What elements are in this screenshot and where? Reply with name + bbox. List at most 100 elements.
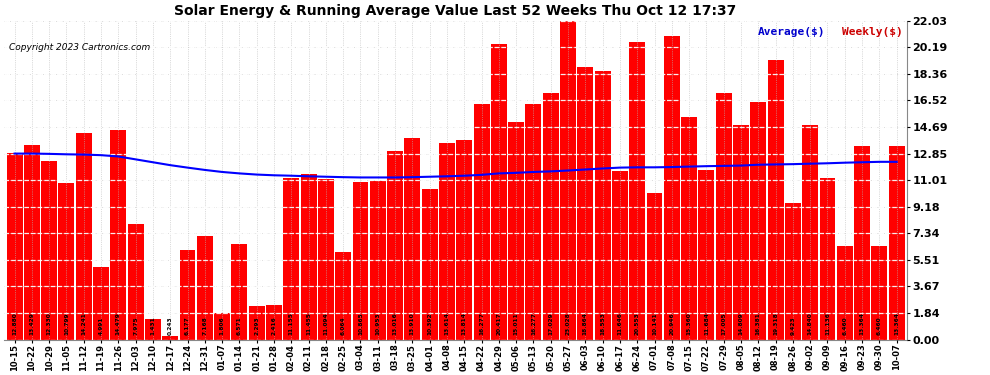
Bar [145, 319, 160, 339]
Bar [750, 102, 766, 339]
Bar [681, 117, 697, 339]
Bar [473, 104, 489, 339]
Bar [387, 151, 403, 339]
Bar [889, 146, 905, 339]
Text: 12.880: 12.880 [12, 312, 17, 335]
Text: 6.571: 6.571 [237, 316, 242, 335]
Text: 13.429: 13.429 [30, 312, 35, 335]
Bar [422, 189, 438, 339]
Bar [162, 336, 178, 339]
Bar [283, 178, 299, 339]
Text: 17.029: 17.029 [548, 313, 553, 335]
Text: 6.064: 6.064 [341, 316, 346, 335]
Text: 15.360: 15.360 [687, 312, 692, 335]
Bar [318, 179, 334, 339]
Text: 20.553: 20.553 [635, 312, 640, 335]
Text: Copyright 2023 Cartronics.com: Copyright 2023 Cartronics.com [9, 43, 149, 52]
Bar [404, 138, 421, 339]
Bar [439, 142, 455, 339]
Bar [767, 60, 783, 339]
Bar [612, 171, 628, 339]
Text: 11.646: 11.646 [618, 312, 623, 335]
Bar [214, 314, 230, 339]
Text: 14.479: 14.479 [116, 312, 121, 335]
Text: 11.455: 11.455 [306, 312, 311, 335]
Text: 10.865: 10.865 [358, 312, 363, 335]
Bar [232, 244, 248, 339]
Bar [733, 125, 749, 339]
Bar [560, 6, 576, 339]
Text: 13.364: 13.364 [894, 312, 899, 335]
Text: 16.277: 16.277 [479, 312, 484, 335]
Bar [526, 104, 542, 339]
Text: 19.318: 19.318 [773, 312, 778, 335]
Bar [716, 93, 732, 339]
Text: 10.392: 10.392 [427, 313, 433, 335]
Bar [491, 44, 507, 339]
Text: 7.168: 7.168 [202, 316, 207, 335]
Bar [93, 267, 109, 339]
Text: 13.910: 13.910 [410, 313, 415, 335]
Text: 11.684: 11.684 [704, 312, 709, 335]
Text: Average($): Average($) [758, 27, 826, 37]
Bar [577, 66, 593, 339]
Text: 11.136: 11.136 [825, 312, 830, 335]
Bar [42, 161, 57, 339]
Bar [76, 134, 92, 339]
Text: 1.431: 1.431 [150, 316, 155, 335]
Text: 6.460: 6.460 [842, 316, 847, 335]
Text: 20.417: 20.417 [496, 312, 501, 335]
Text: 18.553: 18.553 [600, 312, 605, 335]
Text: 7.975: 7.975 [133, 316, 139, 335]
Text: 18.864: 18.864 [583, 312, 588, 335]
Bar [24, 145, 40, 339]
Text: 12.330: 12.330 [47, 312, 51, 335]
Bar [820, 178, 836, 339]
Bar [110, 130, 127, 339]
Text: 2.416: 2.416 [271, 316, 276, 335]
Bar [630, 42, 645, 339]
Bar [646, 193, 662, 339]
Bar [58, 183, 74, 339]
Bar [128, 224, 144, 339]
Bar [179, 250, 195, 339]
Text: 10.799: 10.799 [64, 313, 69, 335]
Text: 16.381: 16.381 [755, 312, 760, 335]
Text: 23.028: 23.028 [565, 312, 570, 335]
Bar [837, 246, 852, 339]
Text: 2.293: 2.293 [254, 316, 259, 335]
Bar [871, 246, 887, 339]
Text: 13.016: 13.016 [393, 312, 398, 335]
Bar [854, 146, 870, 339]
Text: 13.614: 13.614 [445, 312, 449, 335]
Text: 1.806: 1.806 [220, 316, 225, 335]
Text: 14.241: 14.241 [81, 312, 86, 335]
Bar [352, 182, 368, 339]
Bar [370, 181, 386, 339]
Bar [508, 122, 524, 339]
Text: 4.991: 4.991 [99, 317, 104, 335]
Text: 9.423: 9.423 [790, 316, 795, 335]
Bar [543, 93, 558, 339]
Bar [785, 203, 801, 339]
Bar [266, 304, 282, 339]
Bar [595, 71, 611, 339]
Text: 15.011: 15.011 [514, 312, 519, 335]
Text: 16.277: 16.277 [531, 312, 536, 335]
Title: Solar Energy & Running Average Value Last 52 Weeks Thu Oct 12 17:37: Solar Energy & Running Average Value Las… [174, 4, 737, 18]
Text: 14.809: 14.809 [739, 313, 743, 335]
Text: 10.953: 10.953 [375, 313, 380, 335]
Text: 17.005: 17.005 [721, 313, 727, 335]
Text: 11.094: 11.094 [324, 313, 329, 335]
Text: 20.946: 20.946 [669, 313, 674, 335]
Bar [336, 252, 351, 339]
Text: 6.460: 6.460 [877, 316, 882, 335]
Bar [802, 125, 818, 339]
Text: 14.840: 14.840 [808, 312, 813, 335]
Text: 10.141: 10.141 [652, 312, 657, 335]
Text: 0.243: 0.243 [167, 316, 172, 335]
Bar [456, 140, 472, 339]
Bar [197, 236, 213, 339]
Bar [698, 171, 715, 339]
Text: Weekly($): Weekly($) [842, 27, 903, 37]
